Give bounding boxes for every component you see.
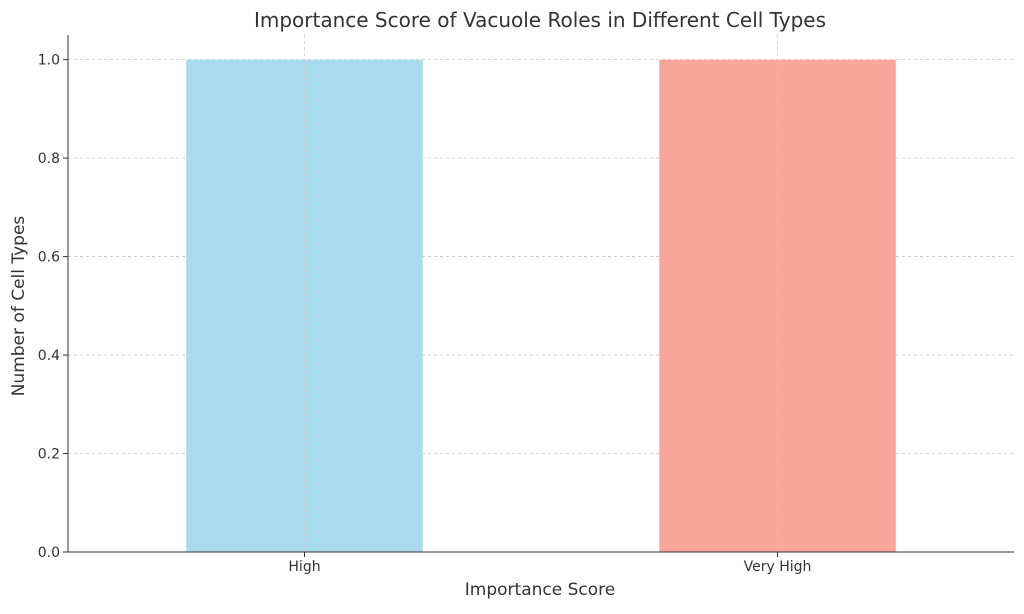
x-tick-labels: High Very High: [288, 559, 811, 575]
y-tick-labels: 0.0 0.2 0.4 0.6 0.8 1.0: [38, 53, 60, 561]
x-tick-label: Very High: [744, 559, 812, 575]
x-axis-label: Importance Score: [465, 580, 615, 600]
vertical-grid-lines: [304, 35, 778, 552]
y-axis-label: Number of Cell Types: [9, 216, 29, 397]
axes: [63, 35, 1014, 557]
bars: [186, 59, 896, 552]
chart-title: Importance Score of Vacuole Roles in Dif…: [254, 8, 826, 32]
y-tick-label: 0.4: [38, 348, 60, 364]
y-tick-label: 0.8: [38, 151, 60, 167]
y-tick-label: 0.6: [38, 250, 60, 266]
x-tick-label: High: [288, 559, 320, 575]
y-tick-label: 1.0: [38, 53, 60, 69]
y-tick-label: 0.2: [38, 447, 60, 463]
y-tick-label: 0.0: [38, 545, 60, 561]
